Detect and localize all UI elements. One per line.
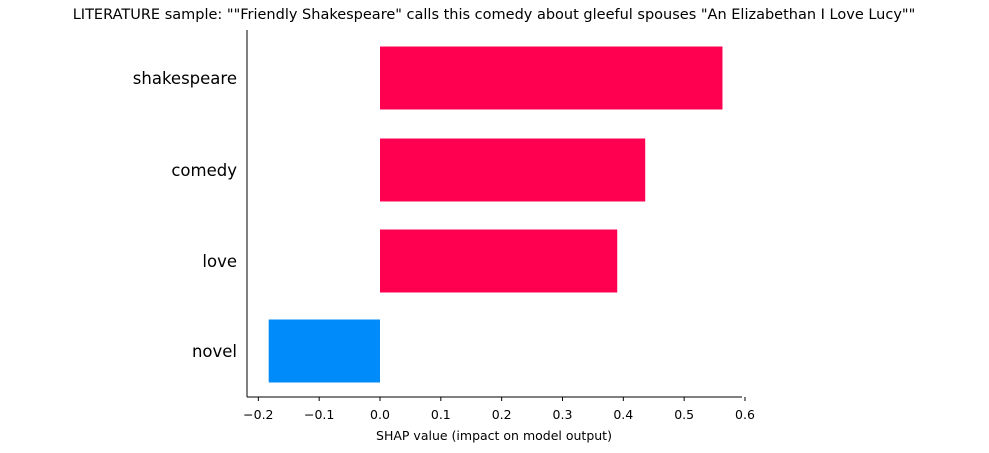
bar-novel [268, 319, 380, 383]
x-tick-label: 0.1 [431, 407, 451, 422]
bar-love [380, 229, 618, 293]
x-tick-label: 0.4 [613, 407, 633, 422]
bar-shakespeare [380, 46, 723, 110]
y-tick-label-comedy: comedy [171, 161, 237, 180]
y-ticks: shakespeare comedy love novel [133, 69, 237, 361]
x-tick-label: 0.5 [674, 407, 694, 422]
x-ticks: −0.2 −0.1 0.0 0.1 0.2 0.3 0.4 0.5 0.6 [243, 397, 755, 422]
bar-comedy [380, 138, 646, 202]
y-tick-label-novel: novel [192, 342, 237, 361]
x-tick-label: 0.0 [370, 407, 390, 422]
y-tick-label-love: love [202, 252, 237, 271]
x-tick-label: −0.1 [304, 407, 334, 422]
x-tick-label: −0.2 [243, 407, 273, 422]
x-tick-label: 0.2 [492, 407, 512, 422]
x-tick-label: 0.6 [735, 407, 755, 422]
bars-layer [268, 46, 723, 383]
y-tick-label-shakespeare: shakespeare [133, 69, 237, 88]
chart-title: LITERATURE sample: ""Friendly Shakespear… [73, 7, 916, 23]
x-tick-label: 0.3 [553, 407, 573, 422]
x-axis-label: SHAP value (impact on model output) [376, 428, 612, 443]
